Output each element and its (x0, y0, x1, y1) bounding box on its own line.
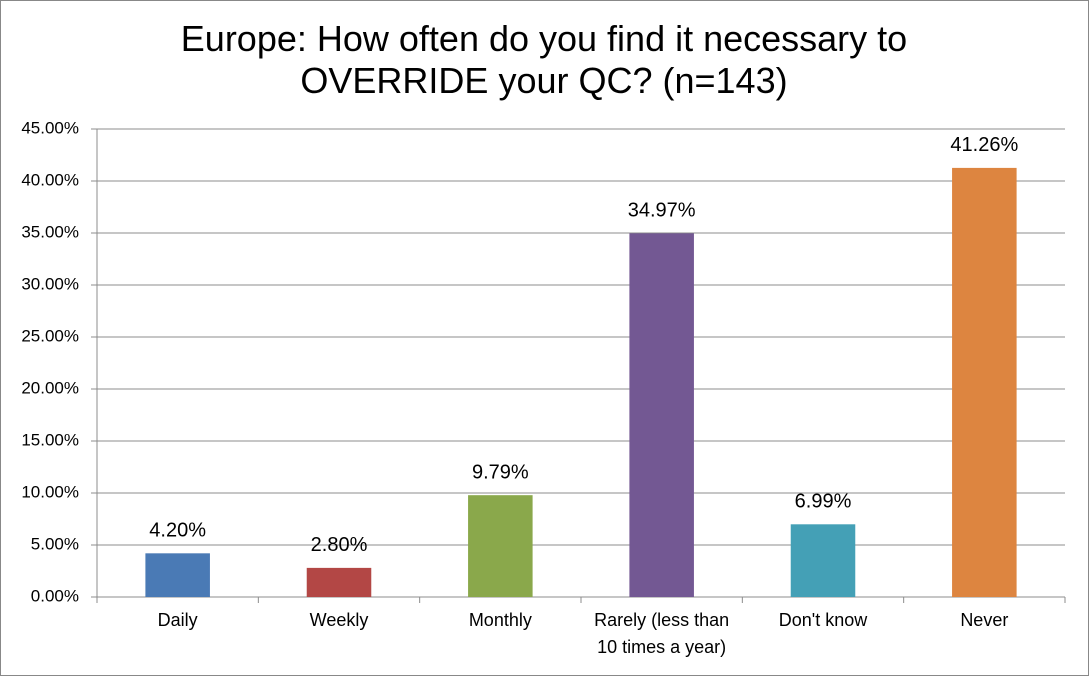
bar (306, 567, 372, 597)
y-tick-label: 45.00% (21, 118, 79, 137)
y-tick-label: 40.00% (21, 170, 79, 189)
data-label: 2.80% (311, 534, 368, 556)
bar (952, 167, 1017, 597)
y-tick-label: 20.00% (21, 378, 79, 397)
data-label: 41.26% (950, 134, 1018, 156)
y-tick-label: 35.00% (21, 222, 79, 241)
y-tick-label: 5.00% (31, 534, 79, 553)
bar (468, 495, 533, 597)
x-tick-label: Monthly (468, 610, 532, 630)
data-label: 9.79% (472, 461, 529, 483)
y-tick-label: 0.00% (31, 586, 79, 605)
bar (145, 553, 210, 597)
data-label: 34.97% (628, 200, 696, 222)
x-tick-label: Rarely (less than 10 times a year) (594, 610, 730, 657)
bar (629, 233, 694, 597)
bar (790, 524, 856, 597)
data-label: 6.99% (795, 491, 852, 513)
x-tick-label: Daily (157, 610, 198, 630)
y-tick-label: 15.00% (21, 430, 79, 449)
y-tick-label: 30.00% (21, 274, 79, 293)
data-label: 4.20% (149, 520, 206, 542)
x-tick-label: Don't know (778, 610, 868, 630)
y-tick-label: 10.00% (21, 482, 79, 501)
chart-title: Europe: How often do you find it necessa… (180, 18, 908, 101)
x-tick-label: Weekly (309, 610, 369, 630)
y-tick-label: 25.00% (21, 326, 79, 345)
x-tick-label: Never (960, 610, 1009, 630)
